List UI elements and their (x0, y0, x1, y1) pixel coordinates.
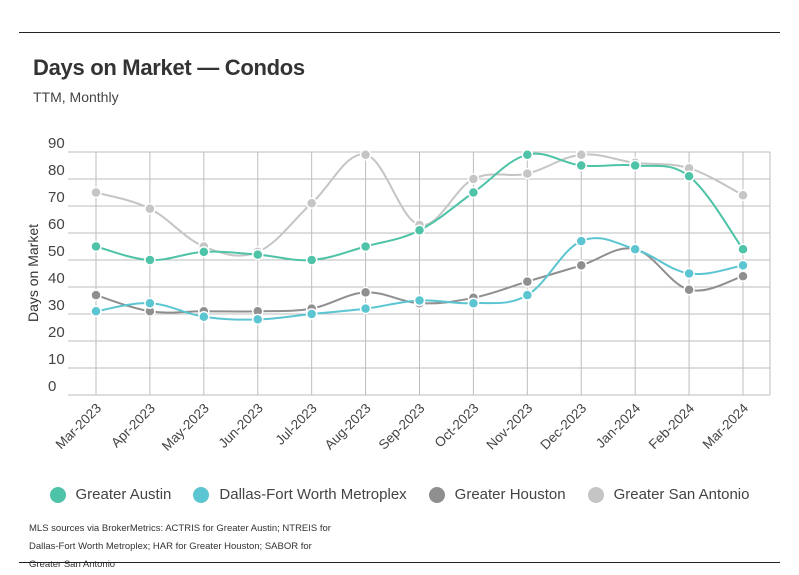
y-axis-label: Days on Market (25, 224, 41, 322)
x-tick-label: Jul-2023 (273, 401, 320, 448)
data-point (575, 159, 587, 172)
data-point (413, 224, 426, 237)
y-tick-label: 60 (48, 216, 65, 233)
legend-swatch (49, 486, 66, 503)
data-point (737, 270, 749, 282)
bottom-rule (19, 562, 780, 563)
legend-label: Greater Austin (75, 486, 172, 503)
data-point (90, 186, 102, 199)
data-point (359, 286, 372, 299)
y-tick-label: 30 (48, 297, 65, 314)
y-tick-label: 70 (48, 189, 65, 206)
x-tick-label: Mar-2023 (53, 401, 104, 452)
y-tick-label: 40 (48, 270, 65, 287)
data-point (305, 254, 318, 266)
data-point (359, 148, 372, 161)
x-tick-label: Nov-2023 (483, 401, 535, 453)
x-tick-label: Aug-2023 (322, 401, 374, 453)
data-point (252, 313, 264, 326)
data-point (413, 294, 426, 307)
y-tick-label: 90 (48, 135, 65, 152)
data-point (629, 243, 641, 255)
x-tick-label: Apr-2023 (108, 401, 158, 451)
data-point (737, 243, 749, 255)
y-tick-label: 0 (48, 378, 56, 395)
data-point (629, 159, 641, 172)
data-point (198, 310, 210, 323)
legend-label: Greater San Antonio (613, 486, 750, 503)
data-point (90, 289, 102, 301)
chart-title: Days on Market — Condos (33, 55, 305, 80)
data-point (198, 246, 210, 258)
line-chart: 0 10 20 30 40 50 60 70 80 90 Mar-2023 Apr-2023 May-… (25, 135, 771, 454)
data-point (90, 305, 102, 318)
x-tick-label: Sep-2023 (376, 401, 428, 453)
x-tick-label: Mar-2024 (700, 400, 752, 452)
data-point (737, 189, 749, 201)
data-point (521, 148, 534, 161)
data-point (737, 259, 749, 272)
data-point (683, 283, 695, 296)
x-tick-label: Jun-2023 (215, 401, 265, 451)
top-rule (19, 32, 780, 33)
chart-subtitle: TTM, Monthly (33, 89, 119, 105)
data-point (144, 254, 156, 266)
data-point (90, 240, 102, 253)
data-point (144, 297, 156, 309)
data-point (521, 167, 534, 180)
legend-swatch (193, 486, 210, 503)
legend-item: Greater Austin (49, 486, 172, 503)
legend-item: Greater Houston (428, 486, 566, 503)
data-point (683, 170, 695, 183)
data-point (144, 202, 156, 215)
data-point (683, 267, 695, 280)
data-point (359, 240, 372, 253)
y-tick-label: 20 (48, 324, 65, 341)
data-point (305, 197, 318, 210)
chart-legend: Greater Austin Dallas-Fort Worth Metrople… (0, 486, 799, 503)
data-point (252, 248, 264, 261)
source-note: MLS sources via BrokerMetrics: ACTRIS fo… (29, 523, 331, 570)
y-tick-label: 10 (48, 351, 65, 368)
legend-swatch (428, 486, 445, 503)
legend-item: Dallas-Fort Worth Metroplex (193, 486, 407, 503)
data-point (467, 297, 480, 309)
data-point (575, 148, 587, 161)
x-tick-label: Feb-2024 (646, 400, 698, 452)
x-tick-label: Oct-2023 (432, 401, 482, 451)
data-point (467, 173, 480, 185)
legend-item: Greater San Antonio (587, 486, 750, 503)
data-point (305, 308, 318, 320)
legend-label: Dallas-Fort Worth Metroplex (219, 486, 407, 503)
y-tick-label: 80 (48, 162, 65, 179)
data-point (521, 275, 534, 288)
data-point (575, 259, 587, 272)
data-point (359, 302, 372, 315)
data-point (575, 235, 587, 247)
x-tick-label: May-2023 (159, 401, 212, 454)
data-point (467, 186, 480, 199)
x-tick-label: Dec-2023 (537, 401, 589, 453)
legend-swatch (587, 486, 604, 503)
data-point (521, 289, 534, 301)
x-tick-label: Jan-2024 (593, 400, 644, 451)
legend-label: Greater Houston (454, 486, 566, 503)
y-tick-label: 50 (48, 243, 65, 260)
